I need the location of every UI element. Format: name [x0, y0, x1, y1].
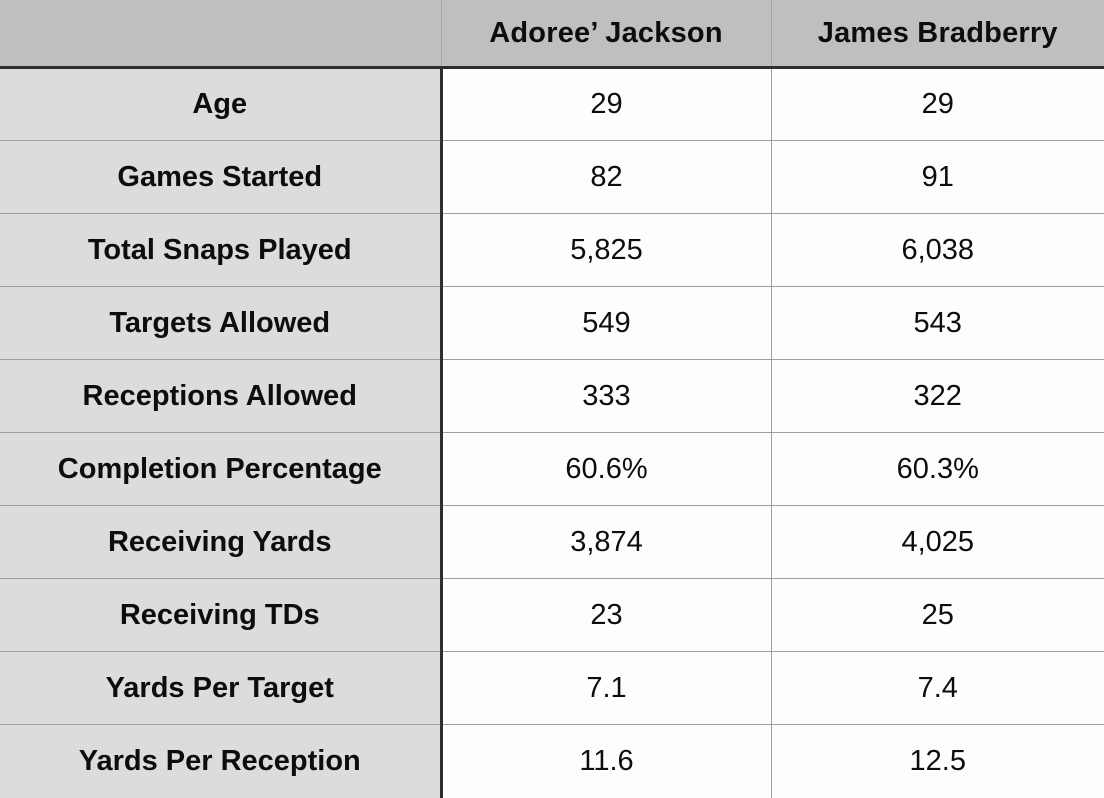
stat-value: 4,025 — [770, 505, 1104, 579]
table-row-yards-per-target: Yards Per Target 7.1 7.4 — [0, 651, 1104, 725]
table-row-receiving-tds: Receiving TDs 23 25 — [0, 578, 1104, 652]
stat-value: 5,825 — [441, 213, 771, 287]
stat-value: 60.3% — [770, 432, 1104, 506]
stat-value: 3,874 — [441, 505, 771, 579]
row-label: Yards Per Target — [0, 651, 443, 725]
stat-value: 29 — [441, 67, 771, 141]
stat-value: 91 — [770, 140, 1104, 214]
row-label: Total Snaps Played — [0, 213, 443, 287]
stat-value: 12.5 — [770, 724, 1104, 798]
stat-value: 6,038 — [770, 213, 1104, 287]
stat-value: 322 — [770, 359, 1104, 433]
stat-value: 543 — [770, 286, 1104, 360]
stat-value: 29 — [770, 67, 1104, 141]
header-row: Adoree’ Jackson James Bradberry — [0, 0, 1104, 69]
table-row-yards-per-reception: Yards Per Reception 11.6 12.5 — [0, 724, 1104, 798]
table-row-age: Age 29 29 — [0, 67, 1104, 141]
table-row-receptions-allowed: Receptions Allowed 333 322 — [0, 359, 1104, 433]
table-row-total-snaps-played: Total Snaps Played 5,825 6,038 — [0, 213, 1104, 287]
stat-value: 333 — [441, 359, 771, 433]
table-row-completion-percentage: Completion Percentage 60.6% 60.3% — [0, 432, 1104, 506]
corner-cell — [0, 0, 441, 69]
row-label: Age — [0, 67, 443, 141]
row-label: Receiving Yards — [0, 505, 443, 579]
table-row-receiving-yards: Receiving Yards 3,874 4,025 — [0, 505, 1104, 579]
stat-value: 11.6 — [441, 724, 771, 798]
stat-value: 23 — [441, 578, 771, 652]
stat-value: 7.4 — [770, 651, 1104, 725]
table-row-targets-allowed: Targets Allowed 549 543 — [0, 286, 1104, 360]
row-label: Receiving TDs — [0, 578, 443, 652]
column-header-adoree-jackson: Adoree’ Jackson — [440, 0, 771, 69]
row-label: Yards Per Reception — [0, 724, 443, 798]
stat-value: 60.6% — [441, 432, 771, 506]
stat-value: 7.1 — [441, 651, 771, 725]
stat-value: 549 — [441, 286, 771, 360]
stat-value: 82 — [441, 140, 771, 214]
stat-value: 25 — [770, 578, 1104, 652]
row-label: Games Started — [0, 140, 443, 214]
row-label: Receptions Allowed — [0, 359, 443, 433]
column-header-james-bradberry: James Bradberry — [770, 0, 1104, 69]
row-label: Completion Percentage — [0, 432, 443, 506]
table-row-games-started: Games Started 82 91 — [0, 140, 1104, 214]
row-label: Targets Allowed — [0, 286, 443, 360]
